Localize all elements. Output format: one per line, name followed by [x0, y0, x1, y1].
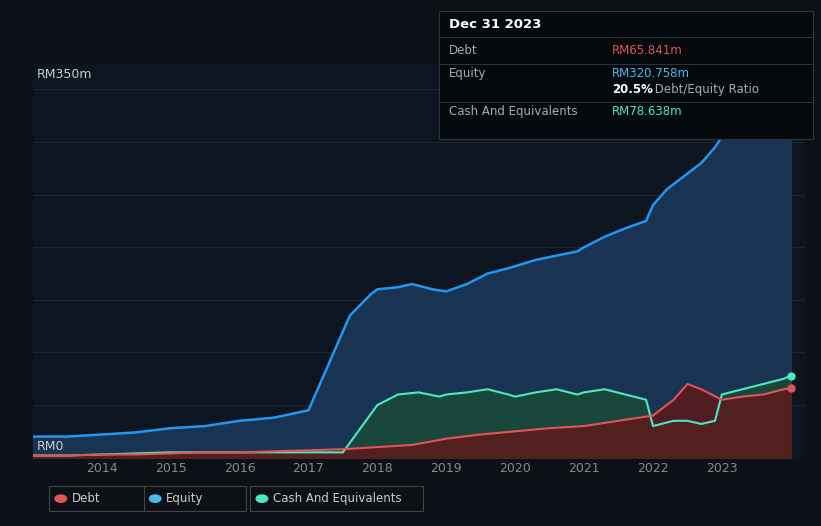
Text: Dec 31 2023: Dec 31 2023 [449, 18, 542, 31]
Text: Equity: Equity [449, 67, 487, 80]
Text: Equity: Equity [166, 492, 204, 505]
Text: Debt: Debt [71, 492, 100, 505]
Text: 20.5%: 20.5% [612, 83, 653, 96]
Text: Cash And Equivalents: Cash And Equivalents [273, 492, 401, 505]
Text: RM350m: RM350m [36, 68, 92, 81]
Text: RM0: RM0 [36, 440, 64, 453]
Text: Debt/Equity Ratio: Debt/Equity Ratio [651, 83, 759, 96]
Text: Debt: Debt [449, 44, 478, 57]
Text: RM320.758m: RM320.758m [612, 67, 690, 80]
Text: RM65.841m: RM65.841m [612, 44, 682, 57]
Text: RM78.638m: RM78.638m [612, 105, 682, 118]
Text: Cash And Equivalents: Cash And Equivalents [449, 105, 578, 118]
